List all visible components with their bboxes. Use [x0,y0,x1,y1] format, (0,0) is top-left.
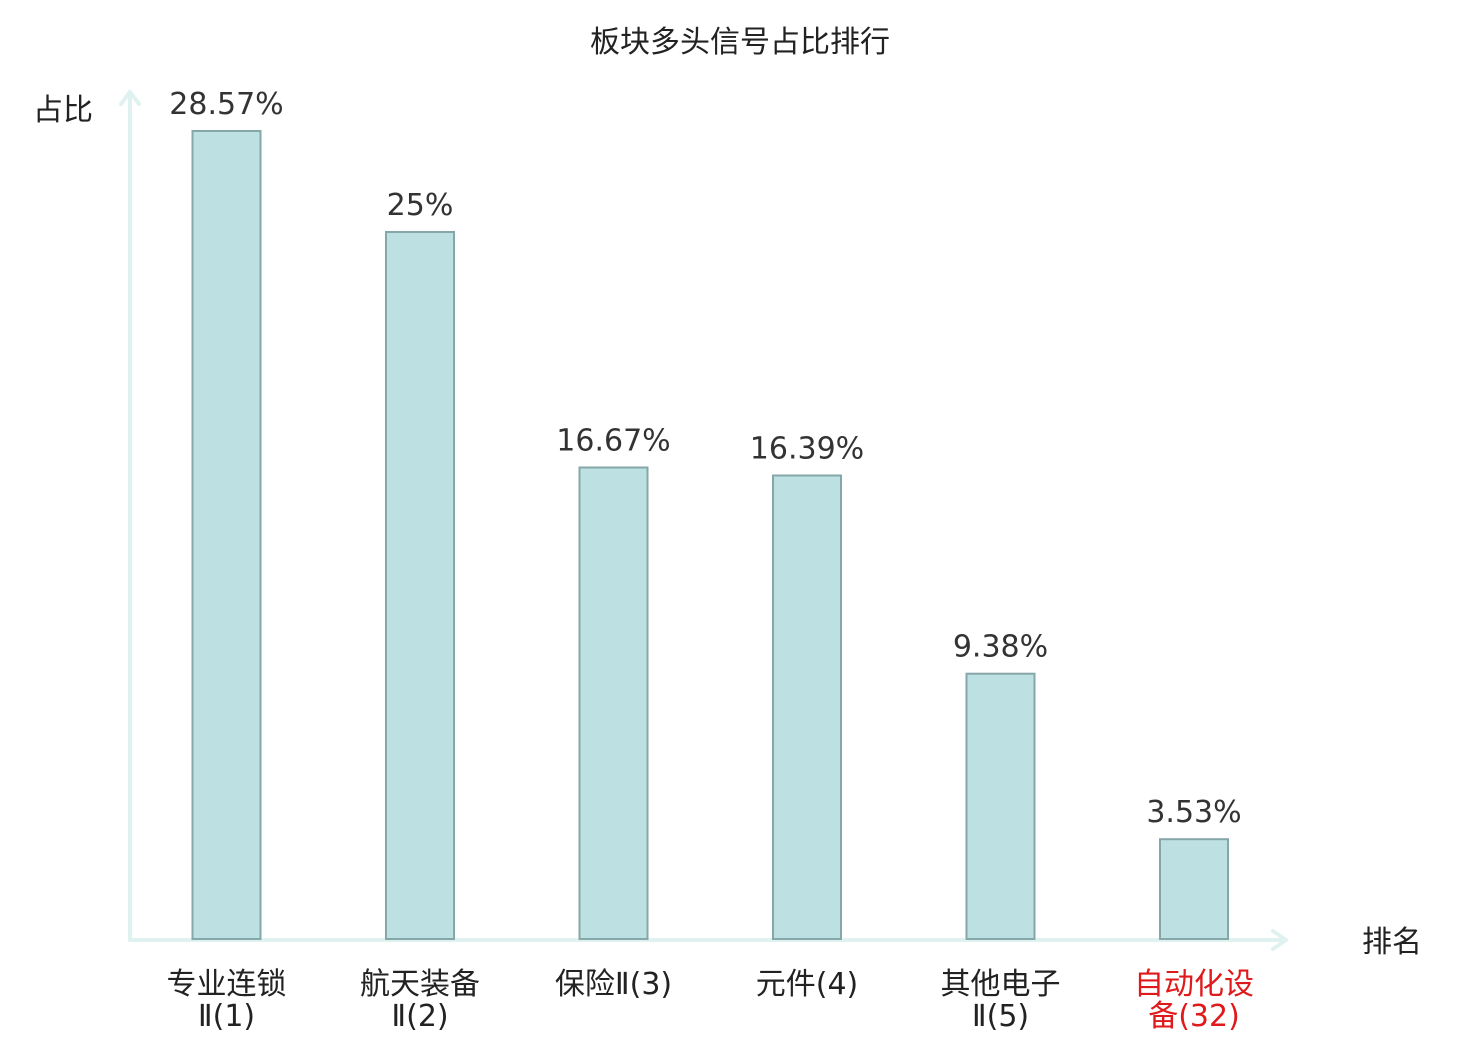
y-axis-title: 占比 [33,93,93,128]
bar-4 [772,474,842,940]
x-axis-arrow [1271,929,1288,951]
bar-2 [385,231,455,940]
bars-group [191,130,1229,941]
category-label-1: 专业连锁 [167,967,287,1002]
value-label-4: 16.39% [750,432,864,467]
category-label-1-line2: Ⅱ(1) [198,999,255,1034]
category-label-2-line2: Ⅱ(2) [391,999,448,1034]
category-label-5-line2: Ⅱ(5) [972,999,1029,1034]
bar-6 [1159,838,1229,941]
category-label-5: 其他电子 [941,967,1061,1002]
chart-title: 板块多头信号占比排行 [590,25,890,60]
category-label-2: 航天装备 [360,967,480,1002]
bar-1 [191,130,262,940]
value-label-2: 25% [387,188,454,223]
value-label-6: 3.53% [1146,795,1241,830]
category-label-3: 保险Ⅱ(3) [555,967,672,1002]
value-label-5: 9.38% [953,630,1048,665]
x-axis-title: 排名 [1362,925,1422,960]
category-label-6-line2: 备(32) [1148,999,1240,1034]
value-label-1: 28.57% [169,87,283,122]
bar-3 [578,466,649,940]
category-label-4: 元件(4) [756,967,859,1002]
value-label-3: 16.67% [556,424,670,459]
value-labels-group: 28.57% 25% 16.67% 16.39% 9.38% 3.53% [169,87,1241,830]
category-label-6: 自动化设 [1134,967,1254,1002]
bar-5 [965,672,1036,940]
y-axis-arrow [119,90,141,106]
